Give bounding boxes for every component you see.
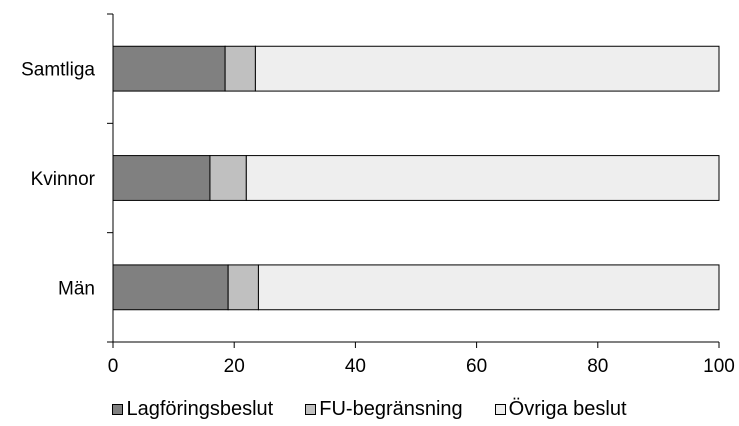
legend-swatch-fu-begransning — [305, 404, 317, 415]
bar-segment — [245, 155, 720, 201]
x-tick-label: 100 — [703, 356, 735, 377]
bar-segment — [257, 264, 720, 311]
y-tick-label: Kvinnor — [31, 169, 96, 190]
bar-segment — [112, 45, 226, 92]
bar-segment — [227, 264, 259, 311]
y-tick-label: Samtliga — [21, 60, 95, 81]
legend-label-fu-begransning: FU-begränsning — [319, 398, 463, 420]
stacked-bar-chart: Samtliga Kvinnor Män 0 20 40 60 80 100 — [21, 13, 735, 377]
chart-legend: Lagföringsbeslut FU-begränsning Övriga b… — [0, 398, 739, 421]
bar-segment — [112, 264, 229, 311]
legend-label-lagforingsbeslut: Lagföringsbeslut — [126, 398, 274, 420]
y-tick-label: Män — [58, 278, 95, 299]
x-tick-label: 80 — [587, 356, 608, 377]
bar-segment — [112, 155, 211, 201]
bar-segment — [254, 45, 720, 92]
legend-item-lagforingsbeslut: Lagföringsbeslut — [112, 398, 273, 421]
bar-segment — [209, 155, 247, 201]
legend-label-ovriga-beslut: Övriga beslut — [508, 398, 627, 420]
x-tick-label: 60 — [466, 356, 487, 377]
x-tick-label: 20 — [224, 356, 245, 377]
legend-swatch-ovriga-beslut — [494, 404, 506, 415]
legend-item-ovriga-beslut: Övriga beslut — [494, 398, 627, 421]
x-tick-label: 40 — [345, 356, 366, 377]
bar-segment — [224, 45, 256, 92]
legend-swatch-lagforingsbeslut — [112, 404, 124, 415]
x-tick-label: 0 — [108, 356, 119, 377]
legend-item-fu-begransning: FU-begränsning — [305, 398, 463, 421]
